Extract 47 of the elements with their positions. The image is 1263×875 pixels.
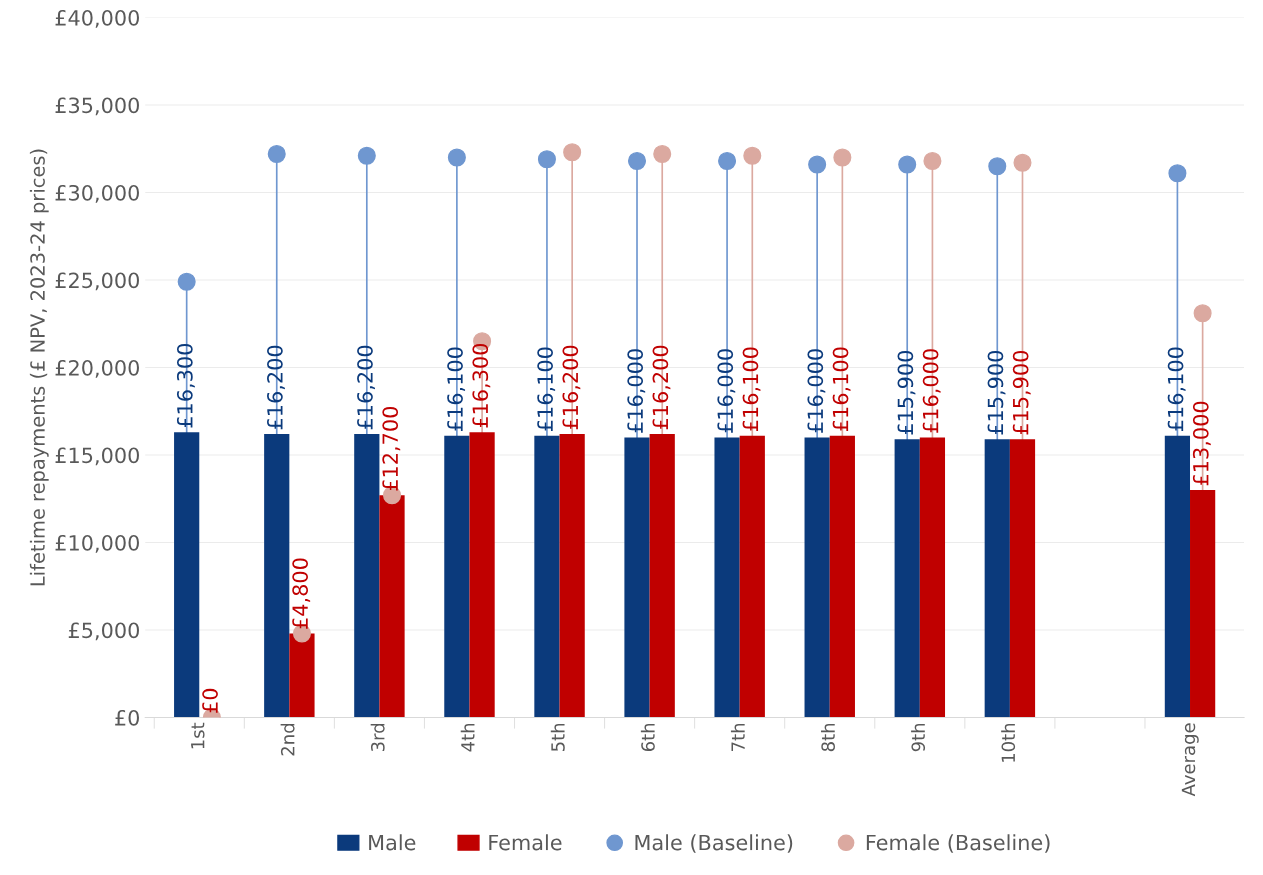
x-tick-label: 7th <box>730 723 745 751</box>
y-axis-title: Lifetime repayments (£ NPV, 2023-24 prices) <box>29 149 49 586</box>
y-tick-label: £40,000 <box>55 9 139 28</box>
x-tick-label: 1st <box>191 722 205 749</box>
x-tick-label: 3rd <box>370 724 385 752</box>
x-tick-label: 10th <box>1001 723 1016 762</box>
data-label: £16,300 <box>176 343 195 428</box>
y-tick-label: £30,000 <box>55 184 139 203</box>
data-label: £16,100 <box>447 347 466 431</box>
data-label: £4,800 <box>292 558 311 629</box>
x-tick-label: 8th <box>821 723 835 752</box>
data-label: £16,200 <box>652 345 671 430</box>
x-tick-label: 2nd <box>280 724 295 756</box>
data-label: £16,000 <box>627 349 646 433</box>
data-label: £16,000 <box>922 349 941 433</box>
x-tick-label: 9th <box>911 723 926 752</box>
data-label: £16,000 <box>807 349 826 433</box>
legend-label: Female (Baseline) <box>866 834 1050 853</box>
data-label: £16,100 <box>537 347 556 431</box>
data-label: £16,200 <box>357 345 375 430</box>
y-tick-label: £10,000 <box>55 534 139 553</box>
x-tick-label: Average <box>1181 723 1199 797</box>
x-tick-label: 5th <box>550 723 565 751</box>
data-label: £0 <box>202 688 218 713</box>
data-label: £15,900 <box>897 350 916 435</box>
data-label: £16,300 <box>472 343 491 428</box>
y-tick-label: £15,000 <box>55 447 139 466</box>
legend-label: Female <box>489 834 562 851</box>
data-label: £13,000 <box>1192 401 1211 486</box>
data-label: £16,100 <box>1167 347 1186 431</box>
data-label: £16,000 <box>717 349 736 433</box>
y-tick-label: £0 <box>115 709 139 726</box>
y-tick-label: £25,000 <box>55 272 139 291</box>
data-label: £16,200 <box>562 345 581 430</box>
data-label: £15,900 <box>1012 350 1031 435</box>
x-tick-label: 4th <box>460 723 475 752</box>
data-label: £16,200 <box>267 345 285 430</box>
y-tick-label: £5,000 <box>68 622 139 641</box>
data-label: £16,100 <box>832 347 851 431</box>
data-label: £15,900 <box>987 350 1006 435</box>
data-label: £16,100 <box>742 347 761 431</box>
x-tick-label: 6th <box>640 723 655 752</box>
legend-label: Male <box>369 834 416 851</box>
legend-label: Male (Baseline) <box>635 834 793 853</box>
y-tick-label: £20,000 <box>55 359 139 378</box>
y-tick-label: £35,000 <box>55 97 139 116</box>
data-label: £12,700 <box>382 406 401 491</box>
